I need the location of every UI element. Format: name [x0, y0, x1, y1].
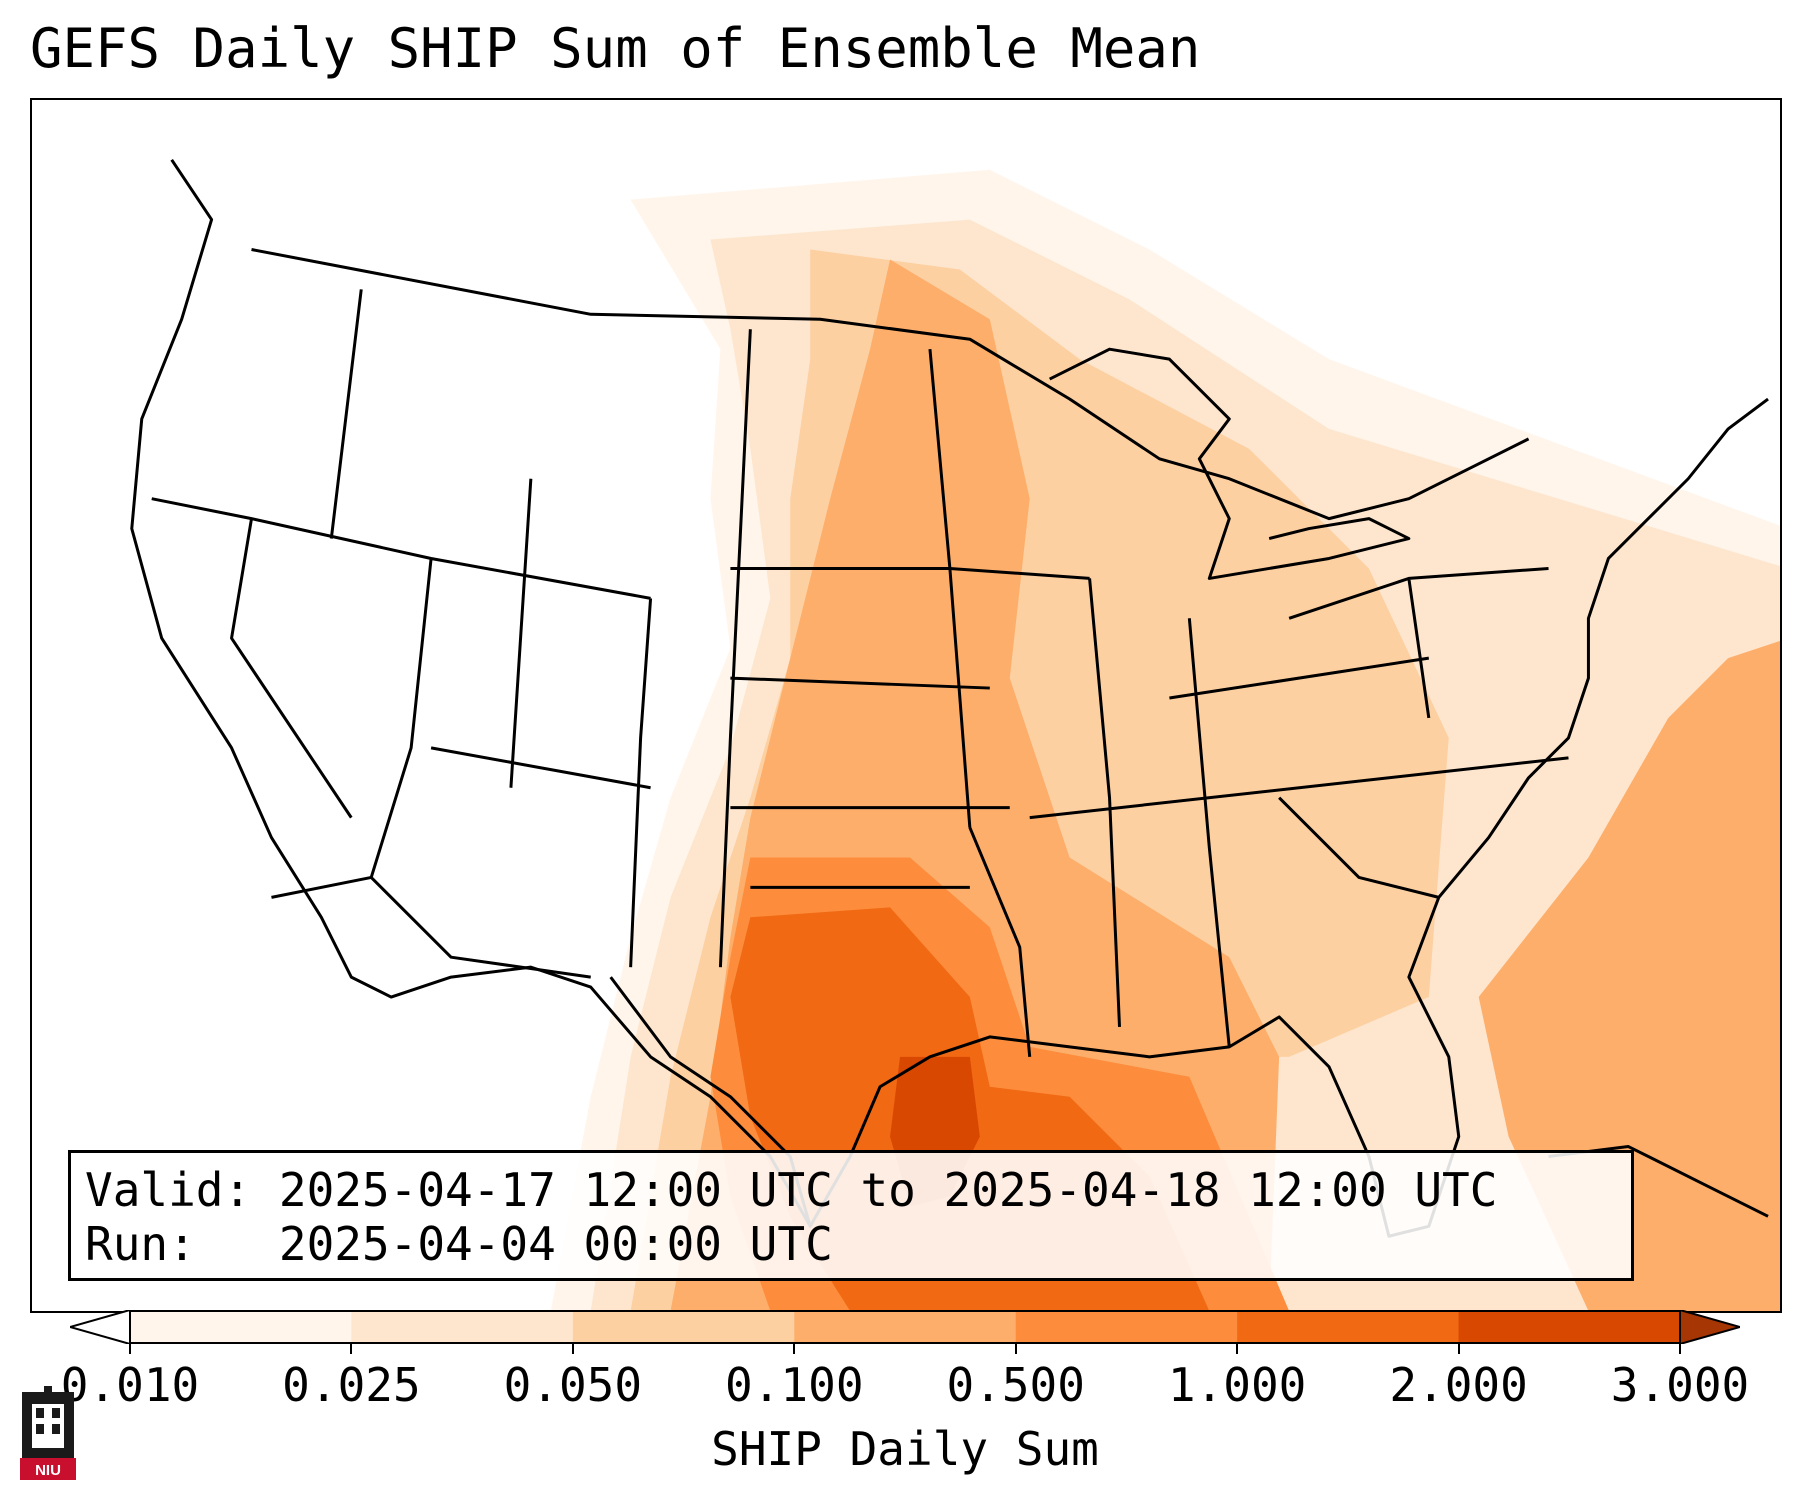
ship-band-medium-east — [1478, 640, 1780, 1311]
valid-value: 2025-04-17 12:00 UTC to 2025-04-18 12:00… — [278, 1163, 1498, 1217]
run-label: Run: — [85, 1217, 196, 1271]
colorbar-segment-0 — [130, 1310, 352, 1344]
colorbar-under-extension — [66, 1308, 131, 1346]
boundaries — [130, 158, 1769, 1238]
canada-border — [251, 248, 1530, 521]
colorbar-segment-6 — [1458, 1310, 1681, 1344]
validity-info-box: Valid: 2025-04-17 12:00 UTC to 2025-04-1… — [68, 1150, 1634, 1281]
colorbar-tick-label: 2.000 — [1389, 1358, 1528, 1412]
map-panel: Valid: 2025-04-17 12:00 UTC to 2025-04-1… — [30, 98, 1782, 1313]
colorbar-label: SHIP Daily Sum — [711, 1422, 1099, 1476]
colorbar-tick-mark — [129, 1344, 131, 1354]
colorbar-tick-label: 0.100 — [725, 1358, 864, 1412]
colorbar-segment-1 — [351, 1310, 574, 1344]
colorbar-tick-mark — [1457, 1344, 1460, 1354]
logo-text: NIU — [35, 1462, 61, 1479]
colorbar-segment-3 — [794, 1310, 1017, 1344]
map-title: GEFS Daily SHIP Sum of Ensemble Mean — [30, 17, 1201, 80]
colorbar-tick-label: 0.010 — [60, 1358, 200, 1412]
run-value: 2025-04-04 00:00 UTC — [278, 1217, 833, 1271]
colorbar-outline — [129, 1310, 1681, 1344]
colorbar-segment-5 — [1237, 1310, 1460, 1344]
colorbar-tick-mark — [1679, 1344, 1681, 1354]
state-lines-central — [718, 329, 1090, 1057]
ship-shading — [550, 169, 1780, 1311]
colorbar-tick-mark — [1014, 1344, 1017, 1354]
colorbar-segment-2 — [572, 1310, 795, 1344]
colorbar-tick-mark — [350, 1344, 353, 1354]
colorbar-tick-label: 1.000 — [1167, 1358, 1307, 1412]
colorbar-tick-label: 0.025 — [282, 1358, 421, 1412]
colorbar — [66, 1308, 1744, 1346]
state-lines-west — [151, 289, 653, 968]
great-lakes — [1049, 347, 1411, 580]
state-lines-east — [1029, 566, 1569, 1048]
colorbar-tick-label: 0.050 — [503, 1358, 643, 1412]
university-tower-icon: NIU — [20, 1386, 76, 1480]
colorbar-over-extension — [1679, 1308, 1744, 1346]
colorbar-tick-label: 3.000 — [1610, 1358, 1750, 1412]
valid-label: Valid: — [85, 1163, 252, 1217]
colorbar-tick-mark — [571, 1344, 574, 1354]
colorbar-segment-4 — [1015, 1310, 1238, 1344]
colorbar-tick-mark — [1236, 1344, 1239, 1354]
map-canvas — [130, 158, 1780, 1311]
niu-logo: NIU — [18, 1384, 78, 1484]
colorbar-tick-label: 0.500 — [946, 1358, 1085, 1412]
colorbar-tick-mark — [793, 1344, 796, 1354]
colorbar-graphic — [66, 1308, 1744, 1346]
